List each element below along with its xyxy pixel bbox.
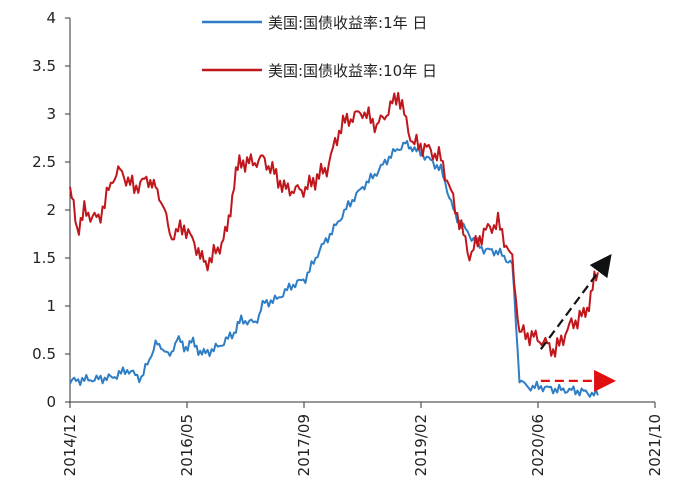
annotation-arrow-0: [539, 253, 612, 350]
legend-label-1: 美国:国债收益率:10年 日: [268, 62, 437, 80]
y-tick-label: 2: [46, 201, 56, 219]
x-tick-label: 2016/05: [178, 414, 196, 476]
x-tick-label: 2021/10: [646, 414, 664, 476]
x-tick-label: 2020/06: [529, 414, 547, 476]
series-layer: [69, 91, 599, 398]
y-axis: 0 0.5 1 1.5 2 2.5 3 3.5 4: [32, 9, 71, 411]
x-tick-label: 2019/02: [412, 414, 430, 476]
y-tick-label: 3.5: [32, 57, 56, 75]
annotation-layer: [539, 253, 617, 392]
legend: 美国:国债收益率:1年 日美国:国债收益率:10年 日: [202, 14, 437, 80]
y-tick-label: 2.5: [32, 153, 56, 171]
y-tick-label: 1: [46, 297, 56, 315]
x-tick-label: 2014/12: [61, 414, 79, 476]
y-tick-label: 1.5: [32, 249, 56, 267]
y-tick-label: 0.5: [32, 345, 56, 363]
legend-label-0: 美国:国债收益率:1年 日: [268, 14, 427, 32]
y-tick-label: 3: [46, 105, 56, 123]
y-tick-label: 0: [46, 393, 56, 411]
series-line-0: [69, 140, 599, 398]
x-tick-label: 2017/09: [295, 414, 313, 476]
series-line-1: [69, 91, 599, 358]
y-tick-label: 4: [46, 9, 56, 27]
x-axis: 2014/12 2016/05 2017/09 2019/02 2020/06 2021/…: [61, 401, 664, 476]
